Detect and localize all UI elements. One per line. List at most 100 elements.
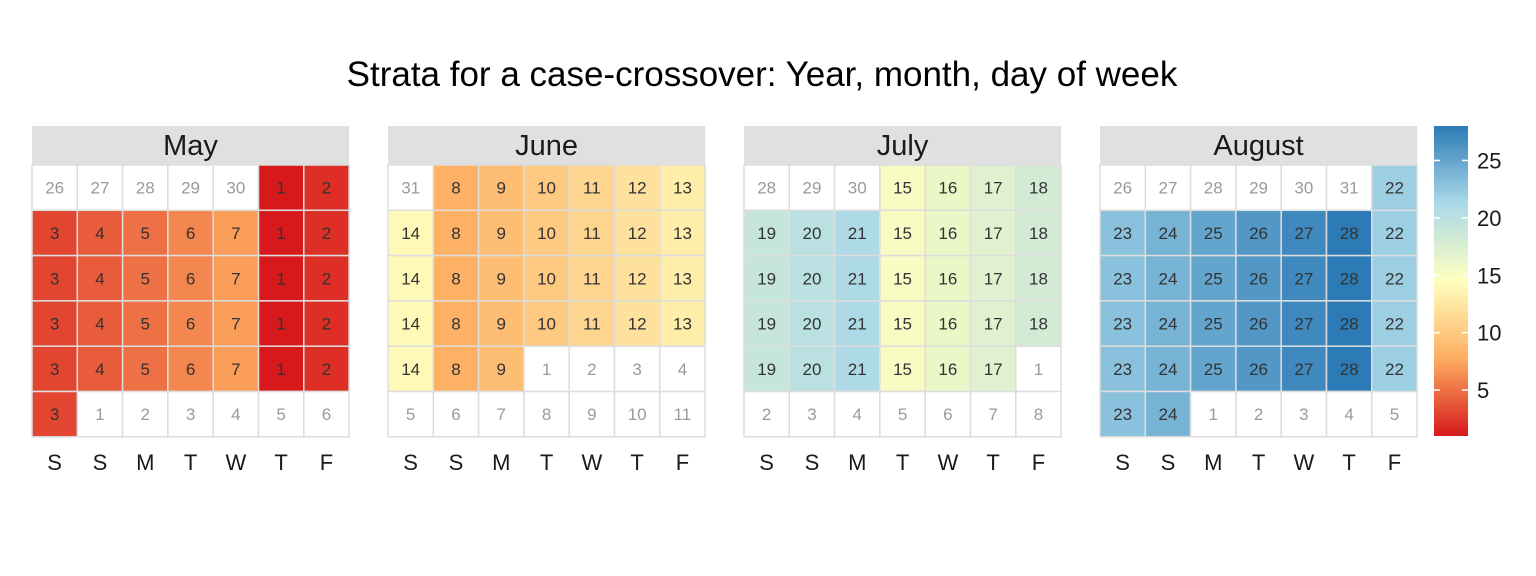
- cell-label: 2: [322, 224, 331, 243]
- cell-label: 26: [45, 179, 64, 198]
- cell-label: 30: [226, 179, 245, 198]
- cell-label: 4: [231, 405, 240, 424]
- calendar-cell: [743, 390, 791, 438]
- calendar-cell: [1280, 300, 1328, 347]
- cell-label: 28: [1204, 179, 1223, 198]
- calendar-cell: [1325, 209, 1373, 257]
- calendar-cell: [743, 300, 791, 347]
- calendar-cell: [432, 300, 480, 347]
- day-of-week-label: W: [937, 450, 958, 475]
- month-strip: [1100, 126, 1418, 165]
- calendar-cell: [1371, 390, 1418, 438]
- cell-label: 29: [1249, 179, 1268, 198]
- calendar-cell: [477, 209, 525, 257]
- calendar-cell: [568, 300, 616, 347]
- calendar-cell: [303, 390, 350, 438]
- cell-label: 5: [141, 360, 150, 379]
- cell-label: 31: [401, 179, 420, 198]
- cell-label: 9: [497, 179, 506, 198]
- cell-label: 6: [943, 405, 952, 424]
- cell-label: 18: [1029, 224, 1048, 243]
- cell-label: 3: [1299, 405, 1308, 424]
- day-of-week-label: F: [1388, 450, 1401, 475]
- calendar-cell: [303, 164, 350, 212]
- day-of-week-label: T: [1252, 450, 1265, 475]
- cell-label: 9: [497, 315, 506, 334]
- calendar-cell: [568, 254, 616, 302]
- day-of-week-label: T: [896, 450, 909, 475]
- day-of-week-label: S: [47, 450, 62, 475]
- cell-label: 8: [451, 179, 460, 198]
- month-title: July: [877, 130, 929, 162]
- legend-color-bar: [1434, 126, 1468, 436]
- calendar-cell: [659, 164, 706, 212]
- day-of-week-label: M: [1204, 450, 1222, 475]
- cell-label: 22: [1385, 179, 1404, 198]
- cell-label: 28: [1340, 360, 1359, 379]
- calendar-cell: [1144, 209, 1192, 257]
- cell-label: 27: [90, 179, 109, 198]
- calendar-cell: [924, 345, 972, 393]
- day-of-week-label: S: [759, 450, 774, 475]
- cell-label: 3: [50, 405, 59, 424]
- calendar-cell: [1144, 345, 1192, 393]
- day-of-week-label: F: [1032, 450, 1045, 475]
- calendar-cell: [1015, 209, 1062, 257]
- cell-label: 18: [1029, 269, 1048, 288]
- calendar-cell: [121, 300, 169, 347]
- cell-label: 4: [853, 405, 862, 424]
- calendar-cell: [613, 345, 661, 393]
- calendar-cell: [1235, 209, 1282, 257]
- cell-label: 5: [406, 405, 415, 424]
- cell-label: 9: [497, 269, 506, 288]
- cell-label: 20: [802, 315, 821, 334]
- cell-label: 11: [583, 179, 601, 198]
- calendar-cell: [167, 300, 214, 347]
- cell-label: 29: [181, 179, 200, 198]
- cell-label: 11: [674, 405, 692, 424]
- calendar-cell: [1189, 390, 1237, 438]
- cell-label: 22: [1385, 315, 1404, 334]
- calendar-cell: [31, 300, 79, 347]
- day-of-week-label: F: [676, 450, 689, 475]
- calendar-cell: [432, 345, 480, 393]
- cell-label: 17: [984, 269, 1003, 288]
- day-of-week-label: T: [630, 450, 643, 475]
- month-title: May: [163, 130, 218, 162]
- calendar-cell: [477, 390, 525, 438]
- cell-label: 27: [1294, 224, 1313, 243]
- cell-label: 2: [322, 269, 331, 288]
- calendar-cell: [432, 390, 480, 438]
- cell-label: 1: [1034, 360, 1043, 379]
- cell-label: 17: [984, 179, 1003, 198]
- cell-label: 21: [848, 315, 867, 334]
- calendar-cell: [31, 390, 79, 438]
- calendar-cell: [1099, 164, 1147, 212]
- color-legend: 5 10 15 20 25: [1434, 126, 1501, 436]
- day-of-week-label: T: [1342, 450, 1355, 475]
- cell-label: 6: [186, 315, 195, 334]
- cell-label: 11: [583, 269, 601, 288]
- cell-label: 9: [497, 360, 506, 379]
- cell-label: 16: [938, 360, 957, 379]
- cell-label: 27: [1294, 269, 1313, 288]
- cell-label: 26: [1249, 315, 1268, 334]
- day-of-week-label: F: [320, 450, 333, 475]
- calendar-cell: [1189, 254, 1237, 302]
- cell-label: 23: [1113, 269, 1132, 288]
- cell-label: 12: [628, 224, 647, 243]
- cell-label: 7: [231, 315, 240, 334]
- cell-label: 30: [848, 179, 867, 198]
- cell-label: 16: [938, 179, 957, 198]
- month-strip: [388, 126, 706, 165]
- cell-label: 8: [1034, 405, 1043, 424]
- cell-label: 5: [141, 224, 150, 243]
- calendar-cell: [879, 254, 926, 302]
- calendar-cell: [477, 164, 525, 212]
- calendar-cell: [879, 345, 926, 393]
- cell-label: 6: [322, 405, 331, 424]
- calendar-cell: [924, 254, 972, 302]
- calendar-cell: [659, 300, 706, 347]
